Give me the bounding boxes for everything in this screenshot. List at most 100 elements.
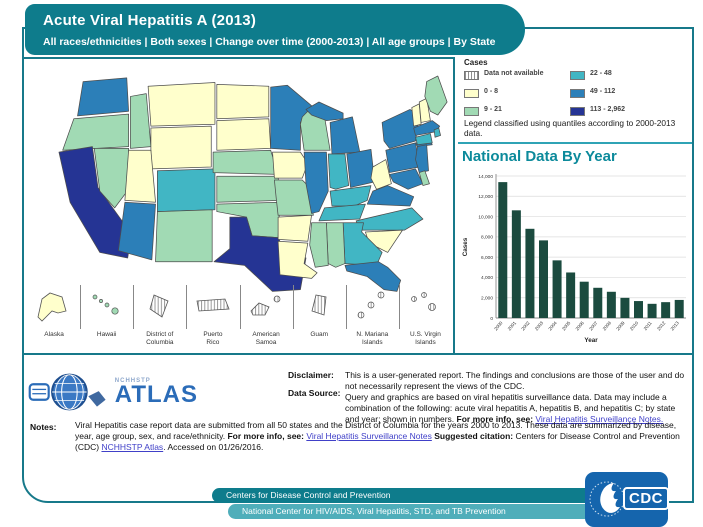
cdc-logo: CDC: [585, 472, 669, 527]
footer-link[interactable]: NCHHSTP Atlas: [101, 442, 164, 453]
territory-shape-VI: [398, 284, 452, 329]
territory-shape-AK: [28, 285, 80, 329]
state-OH: [346, 148, 376, 188]
territory-shape-HI: [80, 284, 133, 329]
territory-label: U.S. Virgin Islands: [409, 330, 441, 346]
national-data-chart: 0 2,000 4,000 6,000 8,000 10,000 12,000 14,000 2…: [460, 170, 692, 357]
state-KY: [329, 185, 372, 207]
legend-item-1: 0 - 8: [464, 88, 570, 101]
territory-AS: American Samoa: [239, 284, 293, 347]
right-panel-bottom-divider: [455, 353, 694, 355]
state-NE: [212, 149, 279, 175]
svg-text:2001: 2001: [507, 320, 518, 331]
legend-swatch: [570, 71, 585, 80]
legend-label: 22 - 48: [590, 70, 612, 77]
bar-2012: [661, 302, 671, 318]
state-UT: [124, 149, 156, 203]
svg-text:2007: 2007: [588, 320, 599, 331]
legend-title: Cases: [464, 58, 488, 67]
state-WV: [370, 159, 392, 190]
svg-text:0: 0: [490, 316, 493, 322]
state-IN: [327, 153, 350, 190]
state-MD: [389, 168, 424, 190]
map-legend: Cases Data not available 0 - 8 9 - 21 22 - …: [464, 58, 690, 119]
nchhstp-footer-bar: National Center for HIV/AIDS, Viral Hepa…: [228, 504, 668, 519]
disclaimer-label: Disclaimer:: [288, 370, 334, 380]
bar-2013: [674, 299, 684, 318]
state-CT: [415, 133, 433, 146]
state-AR: [277, 214, 312, 242]
bar-2007: [593, 287, 603, 318]
legend-item-0: Data not available: [464, 70, 570, 83]
svg-text:14,000: 14,000: [478, 174, 493, 180]
state-MS: [309, 222, 329, 268]
state-AZ: [118, 201, 156, 261]
bar-2008: [606, 291, 616, 318]
state-OR: [62, 113, 129, 151]
atlas-globe-icon: [28, 373, 106, 411]
svg-text:2,000: 2,000: [481, 296, 493, 302]
state-IL: [303, 151, 329, 214]
footer-link[interactable]: Viral Hepatitis Surveillance Notes.: [535, 414, 664, 425]
legend-label: Data not available: [484, 70, 544, 77]
svg-text:12,000: 12,000: [478, 194, 493, 200]
territory-AK: Alaska: [28, 285, 80, 347]
state-FL: [344, 261, 402, 292]
territory-shape-DC: [133, 284, 186, 329]
territory-shape-PR: [186, 284, 239, 329]
territory-label: American Samoa: [252, 330, 280, 346]
bar-2009: [620, 297, 630, 318]
state-ME: [424, 75, 448, 116]
state-WA: [77, 77, 129, 117]
legend-swatch: [570, 89, 585, 98]
bar-2002: [525, 228, 535, 318]
state-RI: [433, 127, 441, 138]
bar-2011: [647, 303, 657, 318]
state-IA: [272, 151, 309, 179]
chart-section-divider: [458, 142, 692, 144]
svg-text:2002: 2002: [520, 320, 531, 331]
state-MN: [270, 84, 312, 151]
territory-label: Hawaii: [96, 330, 117, 338]
bar-2003: [539, 240, 548, 318]
state-MT: [147, 82, 216, 127]
state-SD: [216, 118, 272, 151]
territory-insets-row: Alaska Hawaii District of Columbia Puerto R…: [28, 284, 452, 347]
state-ND: [216, 83, 270, 120]
svg-text:2013: 2013: [670, 320, 681, 331]
notes-label: Notes:: [30, 422, 57, 432]
territory-label: Puerto Rico: [203, 330, 223, 346]
legend-swatch: [464, 71, 479, 80]
state-NV: [93, 148, 129, 209]
svg-text:10,000: 10,000: [478, 214, 493, 220]
disclaimer-text: This is a user-generated report. The fin…: [345, 370, 685, 392]
svg-text:2004: 2004: [547, 320, 558, 331]
state-KS: [216, 175, 281, 203]
y-axis-label: Cases: [462, 237, 469, 256]
notes-text: Viral Hepatitis case report data are sub…: [75, 420, 680, 453]
state-DE: [418, 170, 430, 186]
territory-GU: Guam: [292, 284, 346, 347]
bar-chart-svg: 0 2,000 4,000 6,000 8,000 10,000 12,000 14,000 2…: [462, 174, 686, 344]
state-WY: [150, 125, 212, 170]
territory-PR: Puerto Rico: [186, 284, 239, 347]
state-CO: [157, 168, 216, 212]
legend-label: 0 - 8: [484, 88, 499, 95]
state-VT: [411, 103, 422, 127]
svg-text:2012: 2012: [656, 320, 667, 331]
footer-link[interactable]: Viral Hepatitis Surveillance Notes: [306, 431, 432, 442]
state-TN: [318, 203, 366, 222]
territory-shape-GU: [292, 284, 346, 329]
territory-VI: U.S. Virgin Islands: [398, 284, 452, 347]
nchhstp-atlas-logo: NCHHSTP ATLAS: [28, 368, 198, 416]
state-NJ: [415, 144, 429, 173]
svg-text:2010: 2010: [629, 320, 640, 331]
territory-HI: Hawaii: [80, 284, 133, 347]
bar-2005: [566, 272, 576, 318]
svg-text:2009: 2009: [615, 320, 626, 331]
state-VA: [366, 185, 415, 207]
legend-swatch: [464, 107, 479, 116]
territory-DC: District of Columbia: [133, 284, 186, 347]
state-ID: [130, 93, 152, 149]
